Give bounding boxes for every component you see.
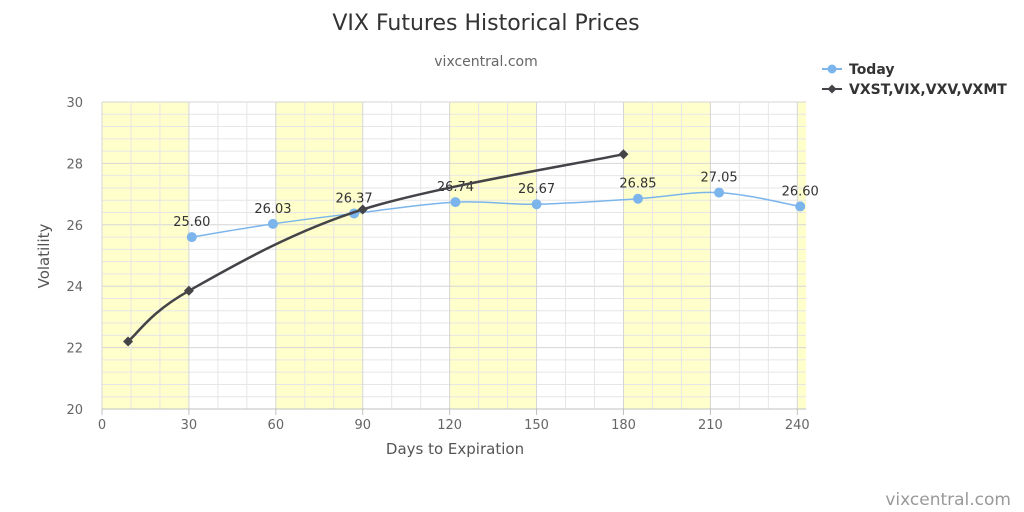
data-point[interactable] bbox=[186, 232, 197, 243]
legend-item[interactable]: Today bbox=[822, 62, 894, 78]
legend-label: Today bbox=[849, 62, 894, 78]
y-tick-label: 24 bbox=[66, 280, 83, 295]
shaded-band bbox=[449, 102, 537, 409]
legend-marker[interactable] bbox=[827, 84, 837, 94]
data-label: 25.60 bbox=[173, 215, 210, 230]
x-tick-label: 150 bbox=[524, 418, 549, 433]
series-term-structure bbox=[123, 149, 629, 347]
data-point[interactable] bbox=[183, 285, 194, 296]
y-tick-label: 26 bbox=[66, 219, 83, 234]
x-tick-label: 90 bbox=[354, 418, 371, 433]
legend-item[interactable]: VXST,VIX,VXV,VXMT bbox=[822, 82, 1007, 98]
legend-label: VXST,VIX,VXV,VXMT bbox=[849, 82, 1007, 98]
legend[interactable]: Today VXST,VIX,VXV,VXMT bbox=[822, 62, 1007, 98]
data-label: 27.05 bbox=[700, 171, 737, 186]
x-tick-label: 30 bbox=[181, 418, 198, 433]
data-point[interactable] bbox=[618, 149, 629, 160]
y-tick-label: 20 bbox=[66, 403, 83, 418]
data-label: 26.37 bbox=[335, 191, 372, 206]
x-tick-label: 60 bbox=[268, 418, 285, 433]
data-point[interactable] bbox=[123, 336, 134, 347]
x-axis-title: Days to Expiration bbox=[386, 440, 524, 458]
y-tick-label: 30 bbox=[66, 96, 83, 111]
shaded-band bbox=[102, 102, 189, 409]
y-tick-label: 22 bbox=[66, 342, 83, 357]
data-label: 26.60 bbox=[782, 184, 819, 199]
shaded-band bbox=[623, 102, 711, 409]
data-label: 26.85 bbox=[619, 177, 656, 192]
data-label: 26.03 bbox=[254, 202, 291, 217]
data-point[interactable] bbox=[714, 187, 725, 198]
chart-subtitle: vixcentral.com bbox=[434, 54, 537, 70]
data-label: 26.67 bbox=[518, 182, 555, 197]
x-tick-label: 240 bbox=[785, 418, 810, 433]
y-tick-label: 28 bbox=[66, 157, 83, 172]
shaded-band bbox=[275, 102, 363, 409]
series-line bbox=[127, 152, 624, 343]
data-point[interactable] bbox=[795, 201, 806, 212]
data-point[interactable] bbox=[267, 218, 278, 229]
x-tick-label: 210 bbox=[698, 418, 723, 433]
legend-marker[interactable] bbox=[827, 64, 837, 74]
x-tick-label: 120 bbox=[437, 418, 462, 433]
x-tick-label: 0 bbox=[98, 418, 106, 433]
data-point[interactable] bbox=[357, 204, 368, 215]
shaded-bands bbox=[102, 102, 806, 409]
y-axis-title: Volatility bbox=[35, 223, 53, 288]
data-point[interactable] bbox=[632, 193, 643, 204]
shaded-band bbox=[797, 102, 806, 409]
x-tick-label: 180 bbox=[611, 418, 636, 433]
data-point[interactable] bbox=[531, 199, 542, 210]
credits-text[interactable]: vixcentral.com bbox=[885, 490, 1011, 510]
x-axis-ticks: 0 30 60 90 120 150 180 210 240 bbox=[98, 409, 810, 433]
data-point[interactable] bbox=[450, 197, 461, 208]
y-axis-ticks: 20 22 24 26 28 30 bbox=[66, 96, 83, 418]
chart-title: VIX Futures Historical Prices bbox=[332, 11, 639, 36]
series-line bbox=[191, 191, 801, 238]
